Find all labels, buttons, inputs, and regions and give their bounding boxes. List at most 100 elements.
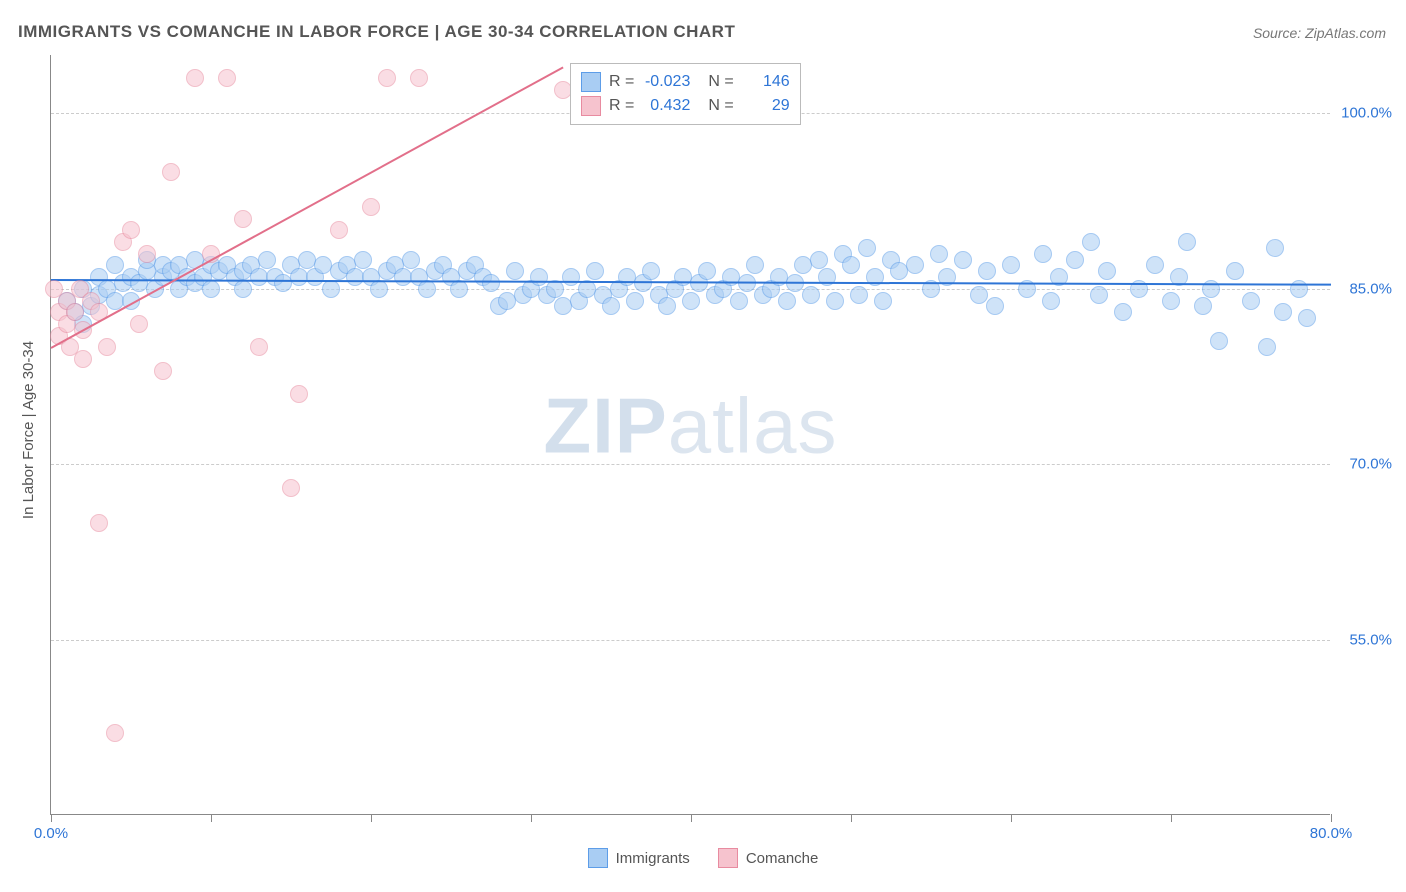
data-point — [562, 268, 580, 286]
plot-area: ZIPatlas 55.0%70.0%85.0%100.0%0.0%80.0% — [50, 55, 1330, 815]
data-point — [250, 338, 268, 356]
x-tick-label: 0.0% — [34, 825, 68, 842]
data-point — [1242, 292, 1260, 310]
x-tick-label: 80.0% — [1310, 825, 1353, 842]
legend-swatch — [718, 848, 738, 868]
data-point — [530, 268, 548, 286]
data-point — [290, 385, 308, 403]
data-point — [1066, 251, 1084, 269]
data-point — [850, 286, 868, 304]
data-point — [1266, 239, 1284, 257]
data-point — [970, 286, 988, 304]
data-point — [282, 479, 300, 497]
data-point — [842, 256, 860, 274]
data-point — [1034, 245, 1052, 263]
data-point — [130, 315, 148, 333]
gridline — [51, 464, 1330, 465]
data-point — [354, 251, 372, 269]
x-tick — [531, 814, 532, 822]
data-point — [642, 262, 660, 280]
x-tick — [851, 814, 852, 822]
correlation-stats-box: R =-0.023N =146R =0.432N =29 — [570, 63, 801, 125]
y-axis-label: In Labor Force | Age 30-34 — [20, 341, 37, 519]
data-point — [1042, 292, 1060, 310]
data-point — [778, 292, 796, 310]
x-tick — [1171, 814, 1172, 822]
y-tick-label: 55.0% — [1349, 631, 1392, 648]
data-point — [138, 245, 156, 263]
watermark: ZIPatlas — [543, 380, 837, 471]
x-tick — [1331, 814, 1332, 822]
data-point — [1298, 309, 1316, 327]
data-point — [162, 163, 180, 181]
stats-row: R =-0.023N =146 — [581, 70, 790, 94]
data-point — [410, 69, 428, 87]
r-label: R = — [609, 97, 634, 115]
n-value: 146 — [742, 73, 790, 91]
data-point — [746, 256, 764, 274]
n-value: 29 — [742, 97, 790, 115]
data-point — [202, 280, 220, 298]
x-tick — [211, 814, 212, 822]
data-point — [234, 280, 252, 298]
data-point — [810, 251, 828, 269]
x-tick — [691, 814, 692, 822]
n-label: N = — [708, 73, 733, 91]
data-point — [858, 239, 876, 257]
source-attribution: Source: ZipAtlas.com — [1253, 25, 1386, 41]
x-tick — [1011, 814, 1012, 822]
data-point — [1090, 286, 1108, 304]
data-point — [330, 221, 348, 239]
data-point — [658, 297, 676, 315]
legend-label: Comanche — [746, 850, 819, 867]
data-point — [1258, 338, 1276, 356]
data-point — [978, 262, 996, 280]
series-swatch — [581, 96, 601, 116]
data-point — [122, 221, 140, 239]
data-point — [106, 724, 124, 742]
regression-line — [51, 67, 564, 349]
data-point — [986, 297, 1004, 315]
r-value: 0.432 — [642, 97, 690, 115]
data-point — [730, 292, 748, 310]
data-point — [626, 292, 644, 310]
series-swatch — [581, 72, 601, 92]
data-point — [906, 256, 924, 274]
data-point — [402, 251, 420, 269]
data-point — [418, 280, 436, 298]
data-point — [682, 292, 700, 310]
legend-swatch — [588, 848, 608, 868]
data-point — [1194, 297, 1212, 315]
data-point — [954, 251, 972, 269]
data-point — [106, 256, 124, 274]
data-point — [1178, 233, 1196, 251]
data-point — [218, 69, 236, 87]
data-point — [1146, 256, 1164, 274]
data-point — [602, 297, 620, 315]
data-point — [258, 251, 276, 269]
data-point — [98, 338, 116, 356]
chart-title: IMMIGRANTS VS COMANCHE IN LABOR FORCE | … — [18, 22, 735, 42]
data-point — [370, 280, 388, 298]
data-point — [698, 262, 716, 280]
data-point — [74, 350, 92, 368]
x-tick — [51, 814, 52, 822]
data-point — [1162, 292, 1180, 310]
data-point — [450, 280, 468, 298]
gridline — [51, 640, 1330, 641]
legend-label: Immigrants — [616, 850, 690, 867]
data-point — [322, 280, 340, 298]
data-point — [826, 292, 844, 310]
data-point — [1002, 256, 1020, 274]
x-tick — [371, 814, 372, 822]
watermark-zip: ZIP — [543, 381, 667, 469]
data-point — [930, 245, 948, 263]
data-point — [874, 292, 892, 310]
data-point — [1274, 303, 1292, 321]
data-point — [66, 303, 84, 321]
data-point — [90, 514, 108, 532]
data-point — [1098, 262, 1116, 280]
data-point — [1082, 233, 1100, 251]
legend-item: Comanche — [718, 848, 819, 868]
data-point — [378, 69, 396, 87]
